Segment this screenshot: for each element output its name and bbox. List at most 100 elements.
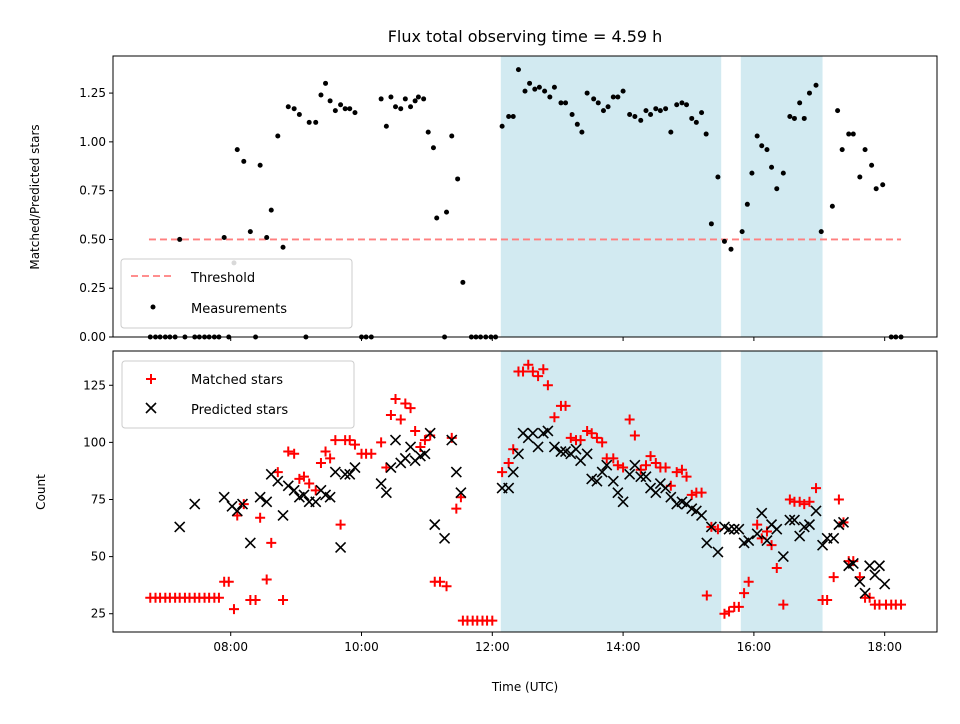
measurement-point [839, 147, 845, 153]
measurement-point [813, 82, 819, 88]
top-panel: 0.00 0.25 0.50 0.75 1.00 1.25 Matched/Predict… [28, 55, 938, 344]
y-tick-label: 0.50 [79, 232, 106, 246]
predicted-star-point [542, 425, 554, 437]
measurement-point [532, 86, 538, 92]
bottom-legend-box [121, 360, 355, 429]
y-tick-label: 0.00 [79, 330, 106, 344]
predicted-star-point [650, 487, 662, 499]
measurement-point [600, 108, 606, 114]
measurement-point [285, 104, 291, 110]
y-tick-label: 1.25 [79, 86, 106, 100]
measurement-point [657, 108, 663, 114]
y-tick-label: 75 [91, 492, 106, 506]
matched-star-point [395, 414, 406, 425]
matched-star-point [635, 464, 646, 475]
measurement-point [241, 158, 247, 164]
measurement-point [857, 174, 863, 180]
measurement-point [430, 145, 436, 151]
measurement-point [449, 133, 455, 139]
matched-stars-points [145, 359, 907, 626]
matched-star-point [724, 606, 735, 617]
matched-star-point [441, 581, 452, 592]
measurement-point [455, 176, 461, 182]
matched-star-point [778, 599, 789, 610]
measurement-point [547, 94, 553, 100]
predicted-star-point [254, 491, 266, 503]
measurement-point [693, 119, 699, 125]
measurement-point [708, 221, 714, 227]
predicted-star-point [231, 505, 243, 517]
measurement-point [522, 88, 528, 94]
measurement-point [638, 117, 644, 123]
matched-star-point [451, 503, 462, 514]
shaded-region [500, 56, 722, 337]
predicted-star-point [298, 489, 310, 501]
matched-star-point [278, 595, 289, 606]
predicted-star-point [640, 471, 652, 483]
matched-star-point [425, 430, 436, 441]
predicted-star-point [404, 441, 417, 453]
matched-star-point [645, 451, 656, 462]
measurement-point [569, 112, 575, 118]
predicted-star-point [324, 491, 336, 503]
measurement-points [147, 67, 904, 340]
matched-star-point [701, 590, 712, 601]
predicted-star-point [288, 484, 300, 496]
measurement-point [280, 244, 286, 250]
matched-star-point [315, 457, 326, 468]
matched-star-point [533, 371, 544, 382]
predicted-star-point [399, 452, 411, 464]
matched-star-point [390, 393, 401, 404]
measurement-point [323, 80, 329, 86]
measurement-point [653, 106, 659, 112]
measurement-point [774, 186, 780, 192]
predicted-star-point [854, 576, 866, 588]
matched-star-point [400, 398, 411, 409]
predicted-star-point [701, 537, 713, 549]
matched-star-point [608, 453, 619, 464]
matched-star-point [223, 576, 234, 587]
predicted-star-point [532, 441, 544, 453]
predicted-star-point [733, 523, 745, 535]
measurement-point [563, 100, 569, 106]
measurement-point [605, 104, 611, 110]
matched-star-point [629, 430, 640, 441]
threshold-legend-label: Threshold [190, 271, 255, 286]
measurement-point [584, 90, 590, 96]
matched-star-point [298, 471, 309, 482]
x-tick-label: 12:00 [475, 640, 510, 654]
matched-star-point [228, 604, 239, 615]
measurement-point [338, 102, 344, 108]
matched-star-point [591, 432, 602, 443]
measurement-point [632, 113, 638, 119]
measurement-point [398, 106, 404, 112]
measurement-point [313, 119, 319, 125]
predicted-star-point [261, 496, 273, 508]
matched-star-point [289, 448, 300, 459]
predicted-star-point [696, 509, 708, 522]
y-tick-label: 0.75 [79, 184, 106, 198]
predicted-star-point [624, 468, 636, 480]
predicted-star-point [244, 537, 256, 549]
bottom-shaded-regions [500, 351, 823, 632]
matched-star-point [325, 453, 336, 464]
bottom-legend: Matched stars Predicted stars [121, 360, 355, 429]
matched-star-point [503, 457, 514, 468]
matched-star-point [743, 576, 754, 587]
measurement-point [787, 113, 793, 119]
matched-star-point [565, 432, 576, 443]
matched-star-point [523, 359, 534, 370]
measurement-point [829, 203, 835, 209]
measurement-point [806, 90, 812, 96]
measurement-point [754, 133, 760, 139]
measurement-point [689, 115, 695, 121]
predicted-star-point [438, 532, 451, 544]
predicted-star-point [555, 445, 567, 458]
measurement-point [510, 113, 516, 119]
measurement-point [721, 238, 727, 244]
matched-star-point [410, 425, 421, 436]
x-axis-label: Time (UTC) [491, 680, 558, 694]
matched-star-point [497, 467, 508, 478]
measurement-point [542, 88, 548, 94]
